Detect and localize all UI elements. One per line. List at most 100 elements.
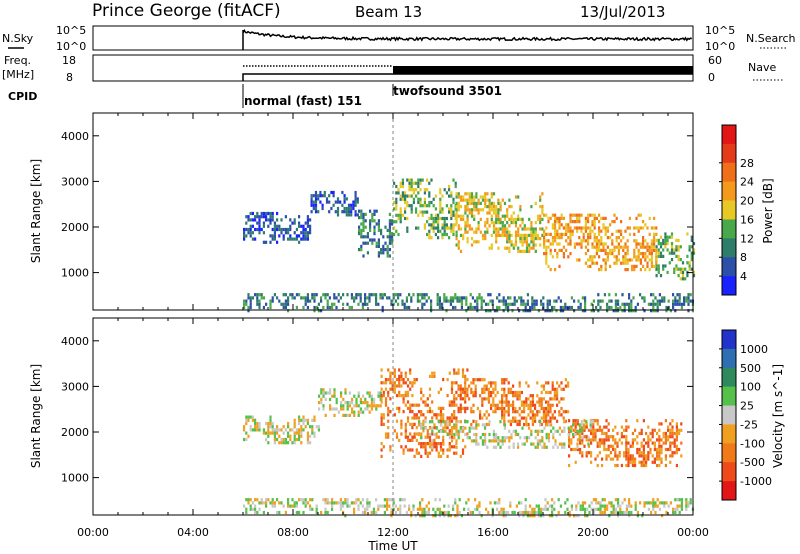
heatmap-cell [441, 207, 444, 211]
heatmap-cell [545, 419, 548, 423]
heatmap-cell [514, 243, 518, 247]
heatmap-cell [543, 213, 546, 217]
heatmap-cell [659, 254, 663, 258]
heatmap-cell [457, 429, 460, 433]
heatmap-cell [448, 400, 451, 404]
heatmap-cell [622, 245, 625, 249]
heatmap-cell [364, 212, 367, 216]
heatmap-cell [581, 451, 584, 455]
heatmap-cell [620, 463, 623, 468]
heatmap-cell [510, 436, 513, 440]
heatmap-cell [284, 437, 287, 442]
heatmap-cell [398, 378, 401, 382]
heatmap-cell [611, 220, 614, 224]
heatmap-cell [435, 448, 438, 452]
heatmap-cell [526, 309, 529, 313]
heatmap-cell [593, 255, 596, 259]
heatmap-cell [470, 439, 473, 443]
freq-left-label-2: [MHz] [2, 68, 34, 81]
heatmap-cell [671, 451, 674, 455]
heatmap-cell [489, 309, 492, 313]
heatmap-cell [345, 210, 348, 214]
heatmap-cell [373, 225, 376, 229]
heatmap-cell [315, 504, 318, 508]
heatmap-cell [437, 229, 440, 233]
heatmap-cell [404, 445, 407, 449]
heatmap-cell [262, 428, 265, 432]
heatmap-cell [391, 235, 394, 239]
heatmap-cell [630, 299, 633, 303]
heatmap-cell [523, 227, 526, 231]
heatmap-cell [317, 309, 320, 313]
heatmap-cell [562, 252, 565, 256]
heatmap-cell [589, 423, 592, 427]
heatmap-cell [358, 232, 361, 236]
heatmap-cell [448, 210, 451, 214]
heatmap-cell [572, 435, 575, 439]
heatmap-cell [373, 401, 376, 405]
heatmap-cell [417, 197, 420, 201]
heatmap-cell [395, 184, 398, 189]
heatmap-cell [554, 229, 557, 233]
heatmap-cell [386, 251, 389, 255]
heatmap-cell [245, 299, 248, 303]
heatmap-cell [650, 258, 653, 262]
heatmap-cell [616, 431, 619, 436]
heatmap-cell [593, 239, 596, 243]
heatmap-cell [324, 296, 327, 300]
heatmap-cell [382, 394, 385, 398]
heatmap-cell [637, 248, 640, 252]
heatmap-cell [284, 293, 287, 297]
heatmap-cell [634, 463, 637, 468]
heatmap-cell [353, 510, 356, 515]
heatmap-cell [319, 190, 322, 195]
heatmap-cell [541, 436, 544, 440]
heatmap-cell [468, 211, 471, 215]
heatmap-cell [487, 293, 490, 297]
heatmap-cell [605, 431, 608, 436]
heatmap-cell [568, 444, 571, 448]
heatmap-cell [617, 501, 620, 505]
heatmap-cell [611, 232, 614, 236]
heatmap-cell [674, 302, 677, 306]
heatmap-cell [580, 423, 583, 427]
heatmap-cell [525, 439, 528, 443]
heatmap-cell [417, 213, 420, 217]
heatmap-cell [637, 255, 640, 259]
heatmap-cell [525, 403, 528, 407]
heatmap-cell [638, 431, 641, 436]
heatmap-cell [381, 305, 384, 310]
heatmap-cell [392, 293, 395, 297]
heatmap-cell [670, 251, 674, 255]
heatmap-cell [543, 236, 546, 240]
heatmap-cell [615, 216, 618, 220]
heatmap-cell [459, 214, 463, 218]
heatmap-cell [401, 302, 404, 306]
heatmap-cell [547, 390, 550, 395]
heatmap-cell [508, 230, 511, 234]
heatmap-cell [579, 425, 582, 429]
heatmap-cell [646, 255, 649, 259]
heatmap-cell [309, 504, 312, 508]
heatmap-cell [469, 302, 472, 306]
heatmap-cell [251, 231, 254, 235]
heatmap-cell [403, 305, 406, 310]
heatmap-cell [488, 205, 491, 209]
heatmap-cell [476, 296, 479, 300]
heatmap-cell [417, 200, 420, 205]
heatmap-cell [381, 504, 384, 508]
heatmap-cell [598, 220, 601, 224]
heatmap-cell [576, 220, 579, 224]
heatmap-cell [516, 397, 519, 401]
heatmap-cell [616, 457, 619, 461]
heatmap-cell [569, 226, 572, 230]
heatmap-cell [470, 237, 474, 241]
heatmap-cell [438, 498, 441, 502]
heatmap-cell [504, 514, 507, 518]
heatmap-cell [658, 457, 661, 461]
heatmap-cell [340, 407, 343, 411]
heatmap-cell [366, 498, 369, 502]
heatmap-cell [512, 221, 515, 225]
heatmap-cell [379, 296, 382, 300]
heatmap-cell [284, 215, 287, 219]
